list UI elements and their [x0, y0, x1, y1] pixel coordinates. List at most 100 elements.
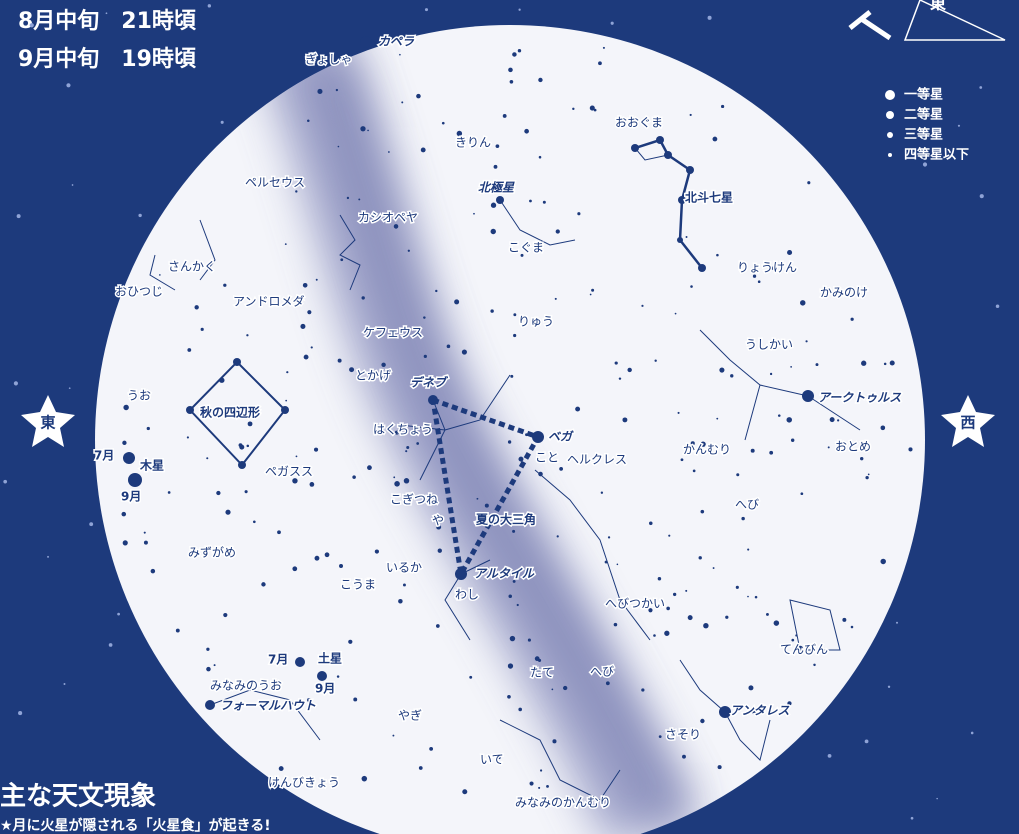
map-label: ケフェウス [363, 326, 423, 340]
star [495, 757, 498, 760]
star [720, 104, 725, 109]
star [554, 297, 557, 300]
star [206, 457, 209, 460]
bg-star [887, 685, 891, 688]
star [600, 491, 604, 494]
star [537, 658, 542, 662]
star [747, 595, 749, 598]
star [310, 346, 313, 349]
map-label: アンドロメダ [233, 294, 305, 309]
star [187, 348, 192, 352]
map-label: いるか [386, 561, 422, 575]
star [512, 579, 516, 583]
star [716, 417, 719, 420]
star [741, 516, 745, 521]
star [402, 583, 406, 587]
star [423, 354, 427, 358]
star [360, 126, 366, 132]
time-line: 8月中旬 21時頃 [18, 8, 197, 34]
star [246, 334, 249, 337]
star [712, 136, 718, 142]
map-label: カシオペヤ [358, 211, 418, 225]
star [146, 426, 150, 431]
star [754, 595, 758, 599]
star [295, 455, 298, 458]
star [700, 441, 706, 447]
map-label: ヘルクレス [567, 453, 627, 467]
bg-star [18, 711, 23, 716]
bg-star [108, 643, 113, 647]
legend-label: 二等星 [904, 107, 943, 123]
bg-star [707, 15, 712, 20]
star [525, 433, 528, 437]
star [300, 323, 306, 329]
star [238, 443, 243, 448]
star [867, 473, 870, 476]
star [123, 404, 129, 411]
map-label: 土星 [318, 651, 342, 666]
star [556, 535, 559, 538]
star [880, 425, 886, 431]
star [358, 198, 361, 201]
star [889, 360, 895, 366]
star [507, 663, 514, 669]
star [518, 456, 524, 462]
star [309, 482, 315, 487]
star [420, 147, 426, 153]
star [572, 107, 575, 111]
star [613, 622, 618, 627]
star [303, 354, 309, 360]
star [842, 617, 847, 622]
star [335, 88, 339, 92]
star [435, 624, 440, 628]
star [216, 490, 221, 496]
map-label: ペガスス [265, 465, 313, 479]
star [512, 529, 516, 533]
star [657, 577, 662, 581]
star [591, 288, 595, 292]
star [690, 441, 695, 446]
star [685, 236, 688, 238]
star [507, 440, 512, 444]
star [604, 560, 608, 564]
star [648, 608, 653, 613]
legend-dot [887, 132, 893, 138]
star [773, 620, 780, 626]
star [277, 530, 281, 535]
star [315, 278, 318, 281]
star [186, 436, 189, 439]
map-label: やぎ [398, 709, 422, 723]
star [286, 371, 289, 374]
map-label: はくちょう [373, 423, 433, 437]
map-label: きりん [455, 136, 491, 150]
star [295, 190, 298, 193]
star [403, 478, 410, 484]
star [860, 456, 864, 461]
star [797, 645, 804, 652]
compass-top: 東 [930, 0, 946, 13]
map-label: りょうけん [737, 261, 797, 275]
star [618, 377, 622, 380]
star [493, 164, 498, 169]
star [752, 274, 757, 278]
bg-star [117, 612, 120, 616]
map-label: けんびきょう [268, 776, 340, 790]
star [529, 199, 532, 203]
map-label: おおぐま [615, 116, 663, 130]
star [598, 61, 602, 66]
bg-star [979, 86, 983, 89]
star [765, 612, 769, 616]
star [418, 766, 423, 770]
star [246, 444, 250, 448]
star [353, 697, 358, 702]
star [787, 249, 793, 256]
star [668, 534, 671, 537]
map-label: うしかい [745, 338, 793, 352]
star [627, 367, 632, 373]
bg-star [13, 381, 18, 386]
map-label: へび [735, 498, 759, 512]
star [361, 296, 365, 300]
map-label: ペルセウス [245, 176, 305, 190]
star [787, 701, 792, 706]
